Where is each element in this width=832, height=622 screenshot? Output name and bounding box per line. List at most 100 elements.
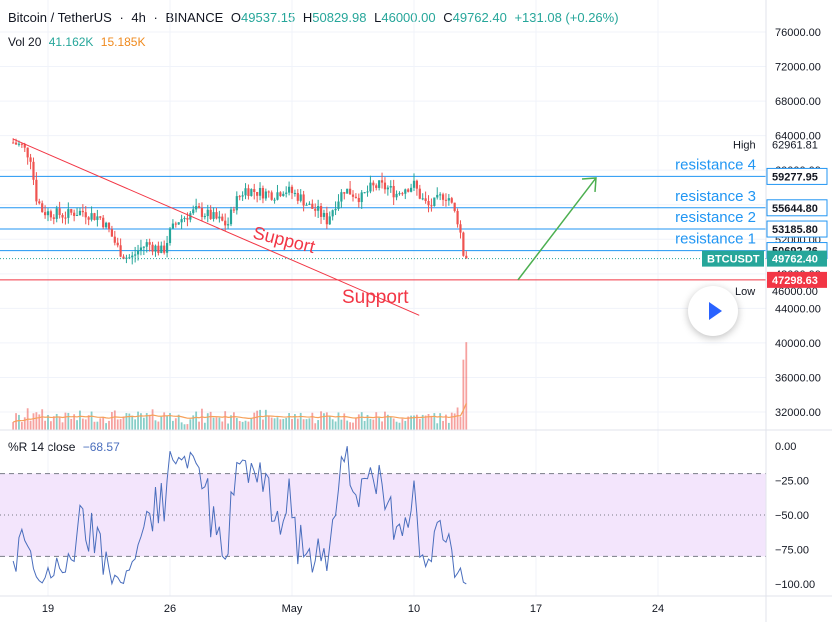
volume-bar: [453, 413, 456, 430]
volume-bar: [305, 419, 308, 430]
candle-body: [226, 224, 230, 226]
volume-bar: [134, 419, 137, 430]
volume-bar: [148, 414, 151, 430]
candle-body: [148, 242, 151, 245]
time-axis[interactable]: 19 26 May 10 17 24: [42, 603, 664, 615]
candle-body: [322, 212, 326, 217]
candle-body: [229, 209, 233, 225]
candle-body: [70, 209, 73, 213]
candle-body: [104, 222, 108, 228]
high-label: High: [733, 140, 756, 152]
candle-body: [261, 187, 265, 199]
candle-body: [180, 219, 183, 223]
interval[interactable]: 4h: [131, 10, 146, 25]
volume-bar: [183, 424, 186, 430]
volume-bar: [413, 415, 415, 430]
candle-body: [247, 188, 250, 196]
candle-body: [450, 198, 453, 203]
volume-bar: [244, 420, 247, 430]
candle-body: [142, 246, 145, 248]
volume-bar: [12, 422, 15, 430]
volume-bar: [276, 417, 279, 430]
candle-body: [299, 194, 302, 201]
volume-bar: [323, 413, 325, 430]
candle-body: [20, 143, 23, 145]
volume-bar: [99, 418, 102, 430]
candle-body: [357, 197, 360, 203]
volume-bar: [369, 418, 372, 430]
volume-bar: [70, 418, 73, 430]
candle-body: [171, 223, 175, 229]
volume-bar: [357, 414, 360, 430]
candle-body: [186, 217, 189, 220]
volume-bar: [410, 415, 412, 430]
candle-body: [378, 180, 381, 188]
volume-bar: [294, 414, 296, 430]
price-tick-label: 72000.00: [775, 62, 821, 74]
williams-r-tick-label: −100.00: [775, 579, 815, 591]
candle-body: [412, 180, 416, 188]
volume-bar: [180, 422, 183, 430]
price-tick-label: 76000.00: [775, 27, 821, 39]
candle-body: [113, 236, 116, 243]
williams-r-tick-label: 0.00: [775, 441, 796, 453]
candle-body: [264, 191, 267, 199]
candle-body: [12, 142, 15, 144]
candle-body: [253, 189, 256, 192]
volume-bar: [235, 417, 238, 430]
candle-body: [154, 245, 157, 252]
volume-bar: [105, 423, 107, 430]
projection-arrow[interactable]: [517, 177, 597, 281]
volume-bar: [84, 419, 87, 430]
support-trendline[interactable]: [12, 138, 420, 316]
volume-bar: [296, 418, 299, 430]
candle-body: [363, 192, 366, 194]
candle-body: [453, 202, 456, 211]
volume-bar: [218, 417, 221, 430]
volume-header: Vol 20 41.162K 15.185K: [8, 35, 150, 49]
volume-bar: [67, 412, 70, 430]
indicator-label[interactable]: %R 14 close: [8, 440, 76, 454]
candle-body: [334, 209, 337, 211]
candle-body: [348, 188, 352, 195]
play-icon: [709, 302, 722, 320]
candle-body: [84, 212, 87, 218]
candle-body: [49, 211, 53, 218]
price-tick-label: 40000.00: [775, 338, 821, 350]
low-value: 46000.00: [772, 286, 818, 298]
volume-bar: [282, 418, 285, 430]
volume-bar: [424, 415, 427, 430]
volume-bar: [427, 413, 430, 430]
volume-bar: [253, 412, 256, 430]
candle-body: [372, 182, 375, 186]
volume-label[interactable]: Vol 20: [8, 35, 42, 49]
volume-bar: [279, 419, 282, 430]
volume-bar: [154, 420, 157, 430]
candle-body: [151, 244, 154, 252]
candle-body: [61, 215, 64, 218]
candle-body: [430, 205, 433, 207]
candle-body: [287, 186, 291, 193]
candle-body: [314, 208, 317, 211]
volume-bar: [270, 417, 273, 430]
resistance-tag: 53185.80: [772, 224, 818, 236]
volume-bar: [206, 413, 209, 430]
volume-value: 41.162K: [48, 35, 94, 49]
time-tick-label: 24: [652, 603, 664, 615]
play-button[interactable]: [688, 286, 738, 336]
candle-body: [279, 192, 282, 196]
candle-body: [174, 223, 177, 225]
candle-body: [81, 210, 84, 213]
candle-body: [389, 185, 392, 188]
symbol-name[interactable]: Bitcoin / TetherUS: [8, 10, 112, 25]
volume-bar: [125, 413, 128, 430]
volume-bar: [447, 422, 450, 430]
volume-bar: [192, 415, 195, 430]
volume-bar: [334, 421, 337, 430]
grid: [0, 0, 766, 596]
volume-bar: [177, 414, 180, 430]
williams-r-guides: [0, 473, 766, 557]
candle-body: [75, 215, 79, 217]
volume-bar: [372, 419, 375, 430]
